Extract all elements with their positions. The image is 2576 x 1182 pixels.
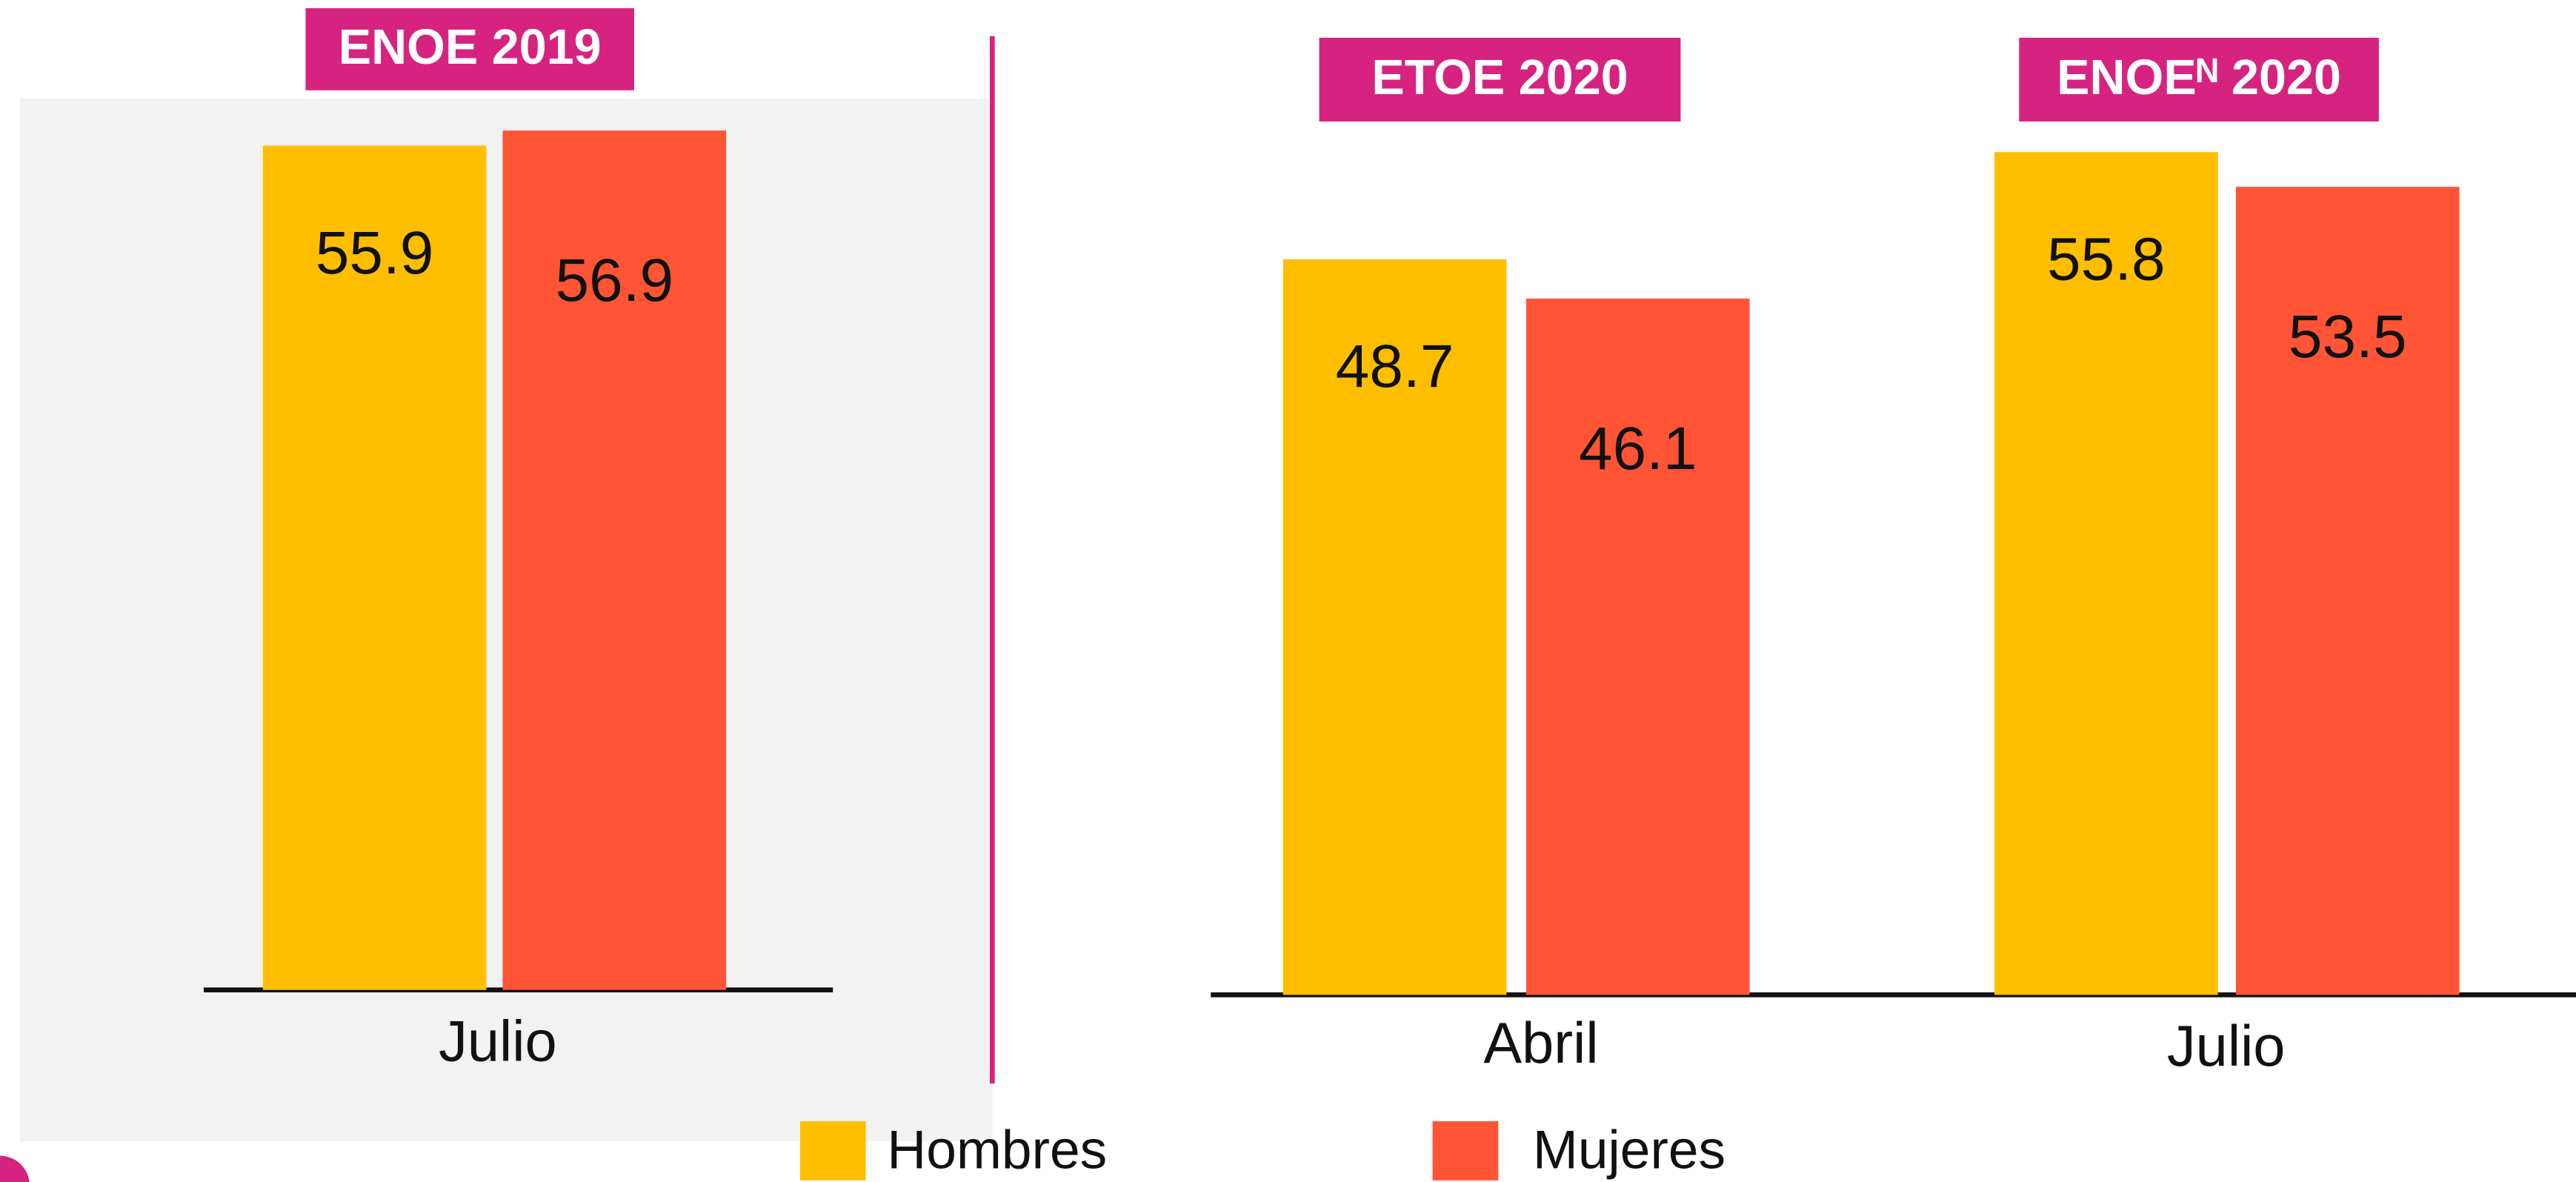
corner-dot: [0, 1155, 30, 1182]
data-label: 48.7: [1336, 333, 1454, 400]
x-tick-label: Abril: [1483, 1012, 1598, 1075]
data-label: 55.9: [316, 219, 434, 287]
legend-swatch: [799, 1121, 866, 1181]
data-label: 56.9: [555, 247, 673, 314]
panel-title: ETOE 2020: [1371, 50, 1628, 105]
x-tick-label: Julio: [439, 1010, 557, 1074]
bar: [1282, 259, 1507, 995]
title-badge: [2019, 37, 2379, 122]
title-badge: [305, 8, 634, 90]
data-label: 46.1: [1579, 415, 1697, 482]
panel-title: ENOEᴺ 2020: [2057, 50, 2341, 105]
data-label: 53.5: [2289, 303, 2407, 371]
data-label: 55.8: [2047, 226, 2166, 293]
bar: [2235, 187, 2460, 995]
bar: [1994, 152, 2218, 995]
legend-label: Mujeres: [1533, 1120, 1725, 1181]
legend-swatch: [1432, 1121, 1499, 1181]
x-tick-label: Julio: [2167, 1015, 2286, 1078]
bar: [262, 145, 487, 990]
title-badge: [1319, 37, 1681, 122]
legend-label: Hombres: [887, 1120, 1107, 1181]
bar: [1526, 298, 1750, 995]
bar: [502, 130, 727, 990]
panel-title: ENOE 2019: [339, 20, 602, 75]
